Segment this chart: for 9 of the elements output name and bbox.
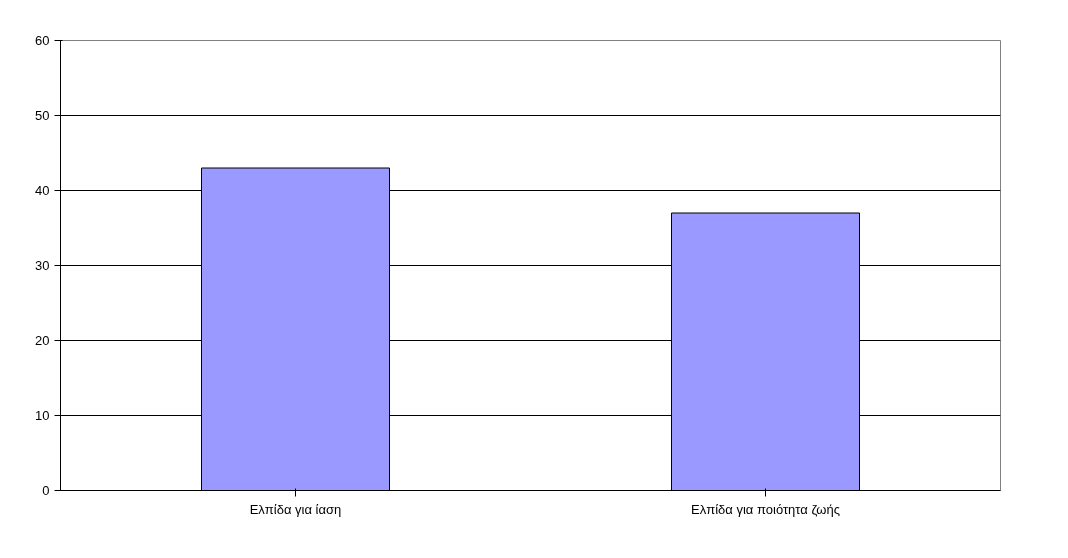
y-tick-label: 10 [35, 408, 50, 423]
y-tick-label: 20 [35, 333, 50, 348]
y-tick-label: 0 [42, 483, 50, 498]
y-tick-label: 50 [35, 108, 50, 123]
y-tick-label: 30 [35, 258, 50, 273]
y-tick-label: 60 [35, 33, 50, 48]
y-tick-label: 40 [35, 183, 50, 198]
x-tick-label: Ελπίδα για ποιότητα ζωής [691, 501, 840, 517]
x-tick-label: Ελπίδα για ίαση [249, 501, 342, 517]
